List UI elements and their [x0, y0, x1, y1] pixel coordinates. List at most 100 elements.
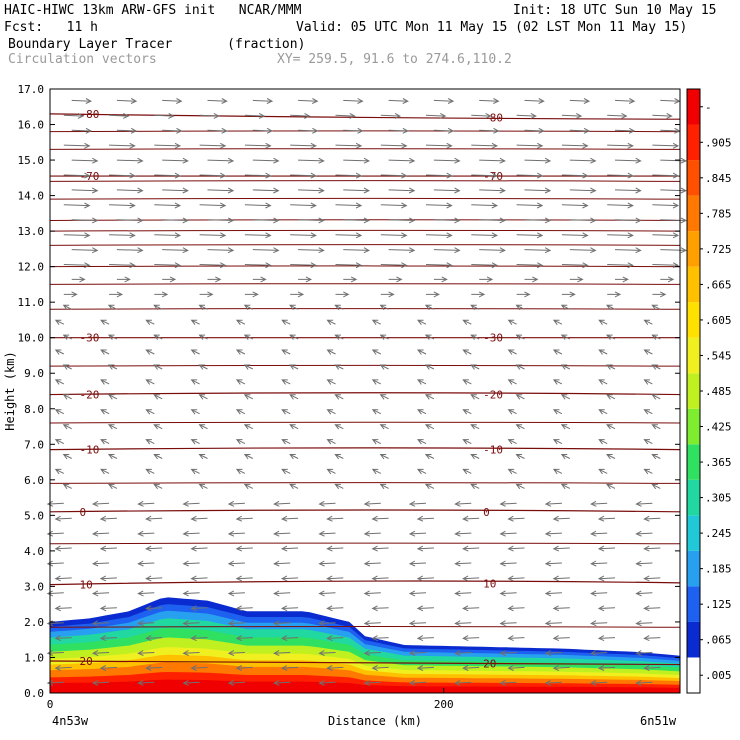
- circulation-vector: [605, 394, 616, 400]
- circulation-vector: [499, 500, 517, 507]
- colorbar-swatch: [687, 515, 700, 551]
- circulation-vector: [91, 500, 110, 507]
- circulation-vector: [643, 468, 653, 475]
- circulation-vector: [470, 424, 480, 430]
- circulation-vector: [635, 590, 653, 597]
- circulation-vector: [560, 483, 571, 490]
- circulation-vector: [63, 291, 78, 298]
- circulation-vector: [71, 98, 93, 104]
- circulation-vector: [590, 679, 608, 686]
- circulation-vector: [243, 334, 254, 340]
- circulation-vector: [198, 394, 208, 400]
- colorbar-swatch: [687, 373, 700, 409]
- circulation-vector: [652, 291, 667, 298]
- circulation-vector: [635, 620, 653, 627]
- circulation-vector: [424, 394, 435, 400]
- circulation-vector: [235, 468, 246, 475]
- circulation-vector: [71, 127, 93, 134]
- circulation-vector: [660, 157, 688, 164]
- colorbar-swatch: [687, 231, 700, 267]
- circulation-vector: [470, 394, 480, 400]
- x-end-label-right: 6n51w: [640, 714, 677, 728]
- circulation-vector: [54, 635, 72, 642]
- axes-layer: 0.0 1.0 2.0 3.0 4.0 5.0 6.0 7.0 8.0 9.0 10.0 11.0 12…: [3, 83, 681, 728]
- circulation-vector: [107, 483, 118, 490]
- circulation-vector: [335, 112, 356, 119]
- circulation-vector: [515, 304, 525, 311]
- temperature-contour-20: [50, 660, 680, 666]
- circulation-vector: [198, 364, 208, 370]
- circulation-vector: [544, 679, 562, 686]
- circulation-vector: [326, 515, 344, 522]
- circulation-vector: [190, 468, 200, 475]
- circulation-vector: [107, 304, 118, 311]
- circulation-vector: [408, 560, 427, 567]
- circulation-vector: [298, 157, 325, 164]
- circulation-vector: [590, 590, 608, 597]
- circulation-vector: [298, 98, 319, 104]
- circulation-vector: [298, 127, 319, 134]
- contour-label: 10: [80, 579, 93, 592]
- circulation-vector: [598, 409, 608, 415]
- contour-label: -10: [483, 444, 503, 457]
- circulation-vector: [516, 172, 544, 179]
- circulation-vector: [569, 276, 584, 283]
- colorbar-swatch: [687, 657, 700, 693]
- circulation-vector: [326, 319, 336, 325]
- temperature-contour: [50, 421, 680, 424]
- circulation-vector: [569, 98, 591, 104]
- circulation-vector: [597, 665, 616, 671]
- circulation-vector: [424, 304, 435, 311]
- circulation-vector: [273, 679, 291, 686]
- temperature-contour: [50, 482, 680, 484]
- circulation-vector: [614, 157, 642, 164]
- circulation-vector: [544, 620, 562, 627]
- circulation-vector: [380, 262, 408, 269]
- circulation-vector: [145, 665, 163, 671]
- circulation-vector: [62, 364, 72, 370]
- circulation-vector: [334, 483, 344, 490]
- circulation-vector: [290, 262, 317, 269]
- circulation-vector: [154, 202, 182, 209]
- contour-label: 20: [80, 655, 93, 668]
- circulation-vector: [109, 262, 136, 269]
- circulation-vector: [63, 232, 91, 239]
- circulation-vector: [99, 605, 117, 612]
- circulation-vector: [54, 439, 65, 445]
- circulation-vector: [425, 202, 453, 209]
- circulation-vector: [552, 379, 563, 385]
- circulation-vector: [607, 291, 622, 298]
- circulation-vector: [182, 650, 200, 656]
- colorbar-label: .905: [705, 136, 732, 149]
- circulation-vector: [154, 142, 182, 149]
- circulation-vector: [290, 142, 317, 149]
- circulation-vector: [561, 291, 576, 298]
- circulation-vector: [388, 98, 409, 104]
- circulation-vector: [116, 98, 138, 104]
- circulation-vector: [363, 560, 381, 567]
- circulation-vector: [54, 468, 65, 475]
- circulation-vector: [280, 575, 299, 582]
- circulation-vector: [416, 349, 427, 355]
- circulation-vector: [154, 112, 175, 119]
- circulation-vector: [598, 379, 608, 385]
- circulation-vector: [524, 217, 552, 224]
- circulation-vector: [607, 202, 634, 209]
- circulation-vector: [162, 276, 177, 283]
- circulation-vector: [54, 605, 72, 612]
- circulation-vector: [660, 98, 681, 104]
- circulation-vector: [99, 635, 117, 642]
- circulation-vector: [379, 304, 389, 311]
- circulation-vector: [190, 605, 208, 612]
- circulation-vector: [91, 530, 110, 537]
- circulation-vector: [552, 515, 570, 522]
- circulation-vector: [343, 217, 371, 224]
- circulation-vector: [462, 605, 480, 612]
- circulation-vector: [560, 304, 571, 311]
- circulation-vector: [552, 349, 563, 355]
- circulation-vector: [199, 112, 220, 119]
- circulation-vector: [643, 575, 661, 582]
- circulation-vector: [416, 515, 434, 522]
- circulation-vector: [244, 232, 272, 239]
